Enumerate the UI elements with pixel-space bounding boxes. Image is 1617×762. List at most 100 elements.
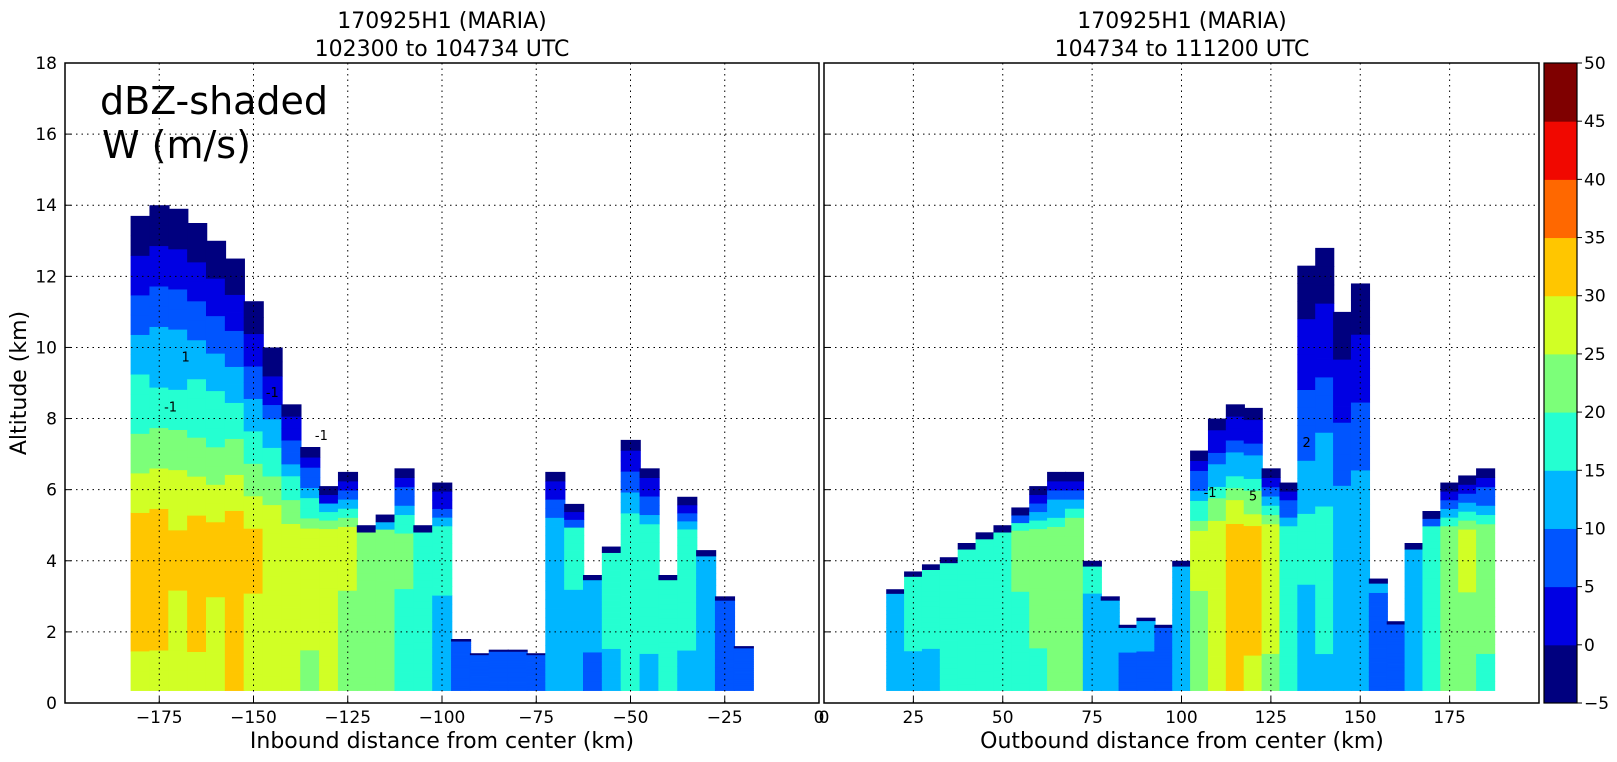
reflectivity-cell [394, 560, 415, 571]
reflectivity-cell [1136, 645, 1156, 649]
reflectivity-cell [1333, 674, 1353, 691]
reflectivity-cell [921, 680, 942, 686]
reflectivity-cell [356, 676, 377, 685]
reflectivity-cell [975, 657, 995, 665]
reflectivity-cell [1422, 638, 1442, 647]
reflectivity-cell [243, 382, 264, 399]
reflectivity-cell [620, 617, 641, 629]
reflectivity-cell [1422, 533, 1442, 542]
reflectivity-cell [1279, 543, 1299, 553]
reflectivity-cell [1190, 620, 1210, 631]
reflectivity-cell [658, 671, 679, 677]
reflectivity-cell [205, 540, 227, 560]
reflectivity-cell [1136, 620, 1156, 625]
reflectivity-cell [1458, 609, 1478, 620]
reflectivity-cell [1297, 336, 1317, 355]
reflectivity-cell [130, 631, 151, 652]
reflectivity-cell [545, 471, 566, 482]
reflectivity-cell [1118, 638, 1138, 642]
reflectivity-cell [564, 558, 585, 567]
reflectivity-cell [975, 558, 995, 566]
reflectivity-cell [319, 562, 340, 572]
reflectivity-cell [507, 649, 528, 652]
reflectivity-cell [1440, 629, 1460, 639]
reflectivity-cell [375, 551, 396, 559]
reflectivity-cell [1476, 653, 1496, 664]
reflectivity-cell [658, 575, 679, 581]
reflectivity-column [243, 301, 264, 691]
reflectivity-cell [696, 614, 717, 621]
reflectivity-cell [904, 571, 924, 577]
reflectivity-cell [696, 602, 717, 610]
reflectivity-cell [545, 508, 566, 518]
reflectivity-column [1136, 617, 1156, 691]
reflectivity-cell [337, 617, 359, 628]
reflectivity-cell [1011, 553, 1031, 562]
reflectivity-cell [1386, 644, 1406, 648]
reflectivity-cell [564, 605, 585, 614]
reflectivity-cell [168, 529, 189, 551]
reflectivity-cell [1297, 318, 1317, 337]
reflectivity-cell [975, 598, 995, 606]
reflectivity-cell [957, 647, 977, 655]
reflectivity-cell [975, 591, 995, 599]
reflectivity-cell [130, 413, 151, 434]
reflectivity-cell [1082, 647, 1102, 654]
reflectivity-cell [300, 487, 321, 499]
reflectivity-cell [733, 662, 754, 666]
reflectivity-cell [904, 576, 924, 582]
reflectivity-cell [1297, 655, 1317, 674]
reflectivity-cell [187, 651, 208, 672]
reflectivity-cell [1368, 587, 1388, 593]
reflectivity-cell [564, 667, 585, 676]
reflectivity-cell [1172, 614, 1192, 621]
reflectivity-cell [1136, 669, 1156, 673]
reflectivity-cell [658, 661, 679, 667]
reflectivity-cell [1404, 579, 1424, 587]
reflectivity-cell [1404, 567, 1424, 575]
reflectivity-cell [1225, 642, 1245, 656]
reflectivity-cell [168, 208, 189, 230]
reflectivity-cell [1476, 662, 1496, 673]
reflectivity-cell [1243, 549, 1263, 562]
reflectivity-cell [1190, 660, 1210, 671]
reflectivity-cell [1047, 599, 1067, 609]
reflectivity-cell [526, 671, 547, 674]
reflectivity-column [1458, 475, 1478, 691]
reflectivity-cell [1404, 659, 1424, 667]
reflectivity-column [1243, 407, 1263, 691]
reflectivity-cell [1261, 579, 1281, 590]
reflectivity-cell [1350, 470, 1371, 488]
reflectivity-cell [469, 681, 491, 684]
reflectivity-cell [1315, 340, 1335, 359]
reflectivity-cell [1476, 625, 1496, 636]
reflectivity-cell [507, 668, 528, 671]
reflectivity-cell [375, 609, 396, 618]
reflectivity-cell [1100, 631, 1120, 636]
reflectivity-cell [130, 393, 151, 415]
reflectivity-cell [993, 683, 1013, 691]
reflectivity-cell [677, 658, 698, 667]
reflectivity-cell [921, 616, 942, 623]
reflectivity-cell [432, 534, 453, 544]
reflectivity-cell [921, 648, 942, 655]
reflectivity-cell [564, 573, 585, 583]
reflectivity-cell [1386, 661, 1406, 665]
reflectivity-cell [1047, 471, 1067, 482]
reflectivity-cell [886, 593, 906, 599]
reflectivity-cell [1315, 579, 1335, 599]
reflectivity-cell [677, 512, 698, 522]
reflectivity-cell [1386, 681, 1406, 686]
reflectivity-cell [1350, 639, 1371, 658]
reflectivity-cell [1029, 682, 1049, 691]
reflectivity-cell [168, 228, 189, 250]
reflectivity-cell [149, 670, 170, 691]
colorbar-label: 35 [1584, 229, 1606, 249]
reflectivity-cell [1333, 422, 1353, 439]
reflectivity-cell [696, 661, 717, 668]
reflectivity-cell [451, 658, 472, 661]
reflectivity-cell [1422, 645, 1442, 654]
reflectivity-cell [993, 635, 1013, 643]
reflectivity-cell [432, 569, 453, 579]
reflectivity-cell [1064, 471, 1085, 482]
